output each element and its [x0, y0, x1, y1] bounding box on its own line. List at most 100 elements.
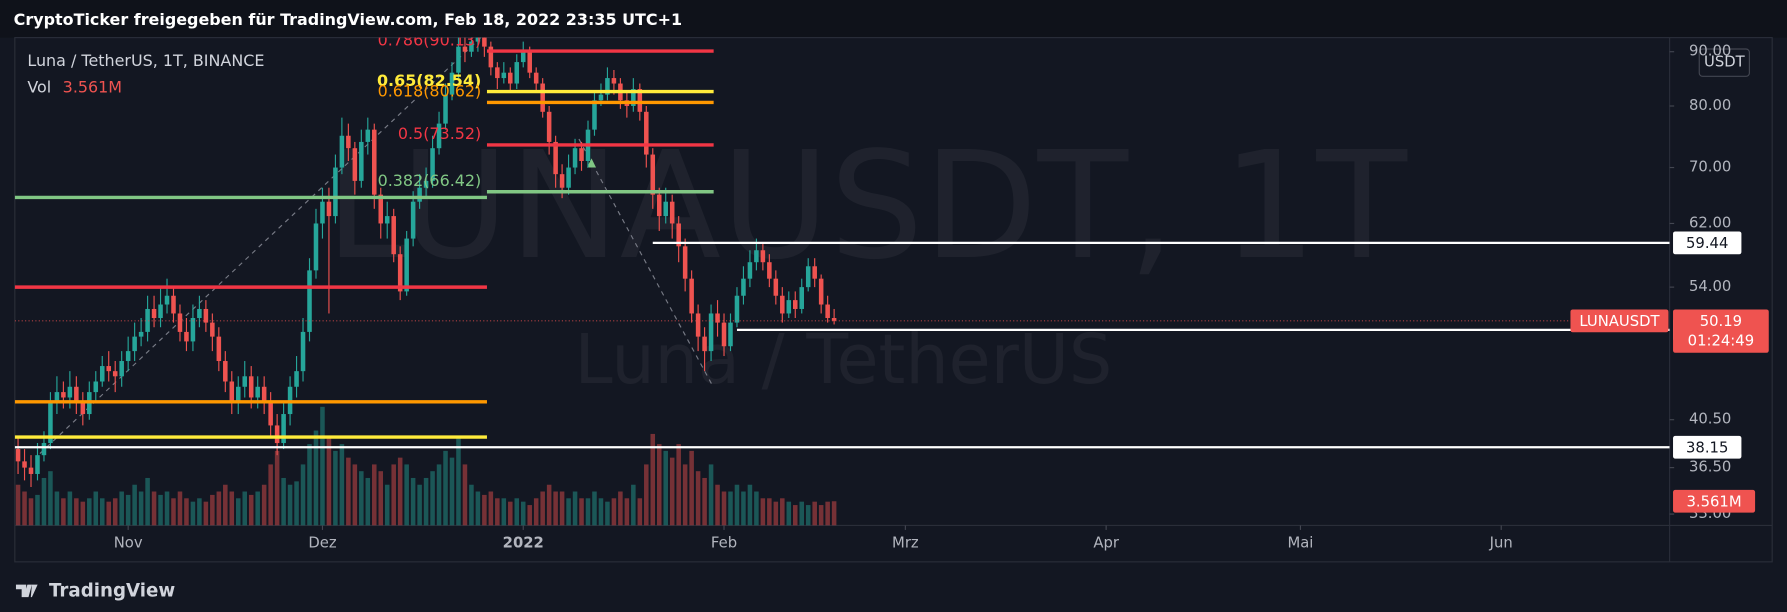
volume-bar: [462, 464, 468, 526]
volume-bar: [281, 477, 286, 526]
candle-body: [339, 135, 345, 168]
header-bar: [0, 0, 1787, 38]
candle-body: [812, 266, 817, 279]
volume-bar: [456, 437, 461, 526]
volume-bar: [702, 477, 707, 526]
volume-bar: [546, 484, 552, 526]
marker: [586, 158, 597, 168]
price-tag-label: 38.15: [1686, 439, 1728, 456]
legend-vol-value: 3.561M: [63, 77, 122, 96]
candle-body: [235, 386, 241, 403]
volume-bar: [210, 494, 215, 526]
candle-body: [242, 376, 248, 387]
candle-body: [138, 331, 144, 337]
footer-logo: [15, 584, 38, 598]
volume-bar: [197, 498, 202, 526]
candle-body: [28, 467, 34, 474]
symbol-tag-label: LUNAUSDT: [1579, 313, 1660, 330]
candle-body: [669, 201, 675, 224]
volume-bar: [631, 484, 636, 526]
volume-bar: [767, 498, 772, 526]
volume-bar: [74, 498, 79, 526]
volume-bar: [786, 501, 792, 526]
candle-body: [229, 381, 235, 403]
currency-label: USDT: [1704, 54, 1746, 71]
candle-body: [320, 201, 325, 224]
candle-body: [268, 402, 273, 426]
x-tick-label: Mai: [1287, 535, 1313, 552]
volume-bar: [708, 464, 714, 526]
symbol-tag: [1570, 309, 1669, 333]
volume-bar: [410, 477, 416, 526]
candle-body: [780, 295, 785, 314]
candle-body: [533, 72, 539, 84]
volume-bar: [721, 491, 727, 526]
y-tick-label: 90.00: [1689, 43, 1731, 60]
volume-bar: [611, 498, 617, 526]
candle-body: [598, 94, 604, 101]
candle-body: [384, 216, 390, 224]
volume-bar: [663, 450, 668, 526]
volume-bar: [99, 498, 105, 526]
candle-body: [734, 295, 740, 323]
volume-bar: [372, 464, 377, 526]
candle-body: [300, 331, 306, 372]
candle-body: [767, 262, 772, 279]
currency-button[interactable]: [1698, 48, 1750, 77]
candle-body: [579, 148, 584, 162]
candle-body: [462, 46, 468, 52]
volume-bar: [805, 505, 811, 526]
watermark-sub: Luna / TetherUS: [574, 321, 1112, 400]
candle-body: [112, 371, 118, 377]
candle-body: [650, 154, 656, 195]
candle-body: [527, 51, 532, 73]
candle-body: [546, 111, 552, 142]
x-tick-label: 2022: [503, 535, 544, 552]
y-tick-label: 70.00: [1689, 159, 1731, 176]
volume-bar: [384, 484, 390, 526]
candle-body: [605, 78, 610, 95]
candle-body: [663, 201, 668, 217]
candle-body: [281, 414, 286, 444]
candle-body: [475, 37, 481, 42]
current-price-tag: [1673, 309, 1769, 353]
candle-body: [326, 201, 332, 217]
candle-body: [145, 308, 150, 332]
volume-bar: [598, 498, 604, 526]
candle-body: [48, 402, 53, 444]
y-tick-label: 54.00: [1689, 278, 1731, 295]
volume-bar: [41, 477, 47, 526]
candle-body: [488, 46, 494, 68]
candle-body: [410, 201, 416, 239]
candle-body: [644, 111, 649, 155]
candle-body: [294, 371, 299, 387]
volume-bar: [255, 491, 260, 526]
volume-bar: [579, 498, 584, 526]
volume-bar: [203, 501, 209, 526]
candle-body: [248, 376, 254, 398]
fib-label: 0.5(73.52): [398, 124, 481, 143]
candle-body: [378, 194, 384, 224]
volume-bar: [592, 491, 597, 526]
candle-body: [54, 392, 60, 403]
volume-bar: [812, 501, 817, 526]
volume-bar: [728, 491, 733, 526]
volume-bar: [119, 491, 124, 526]
candle-body: [482, 37, 487, 47]
candle-body: [74, 386, 79, 403]
candle-body: [125, 351, 131, 362]
volume-bar: [605, 501, 610, 526]
volume-bar: [520, 501, 526, 526]
candle-body: [151, 308, 157, 319]
candle-body: [417, 187, 422, 202]
candle-body: [359, 141, 364, 181]
candle-body: [313, 223, 319, 271]
volume-bar: [514, 498, 520, 526]
candle-body: [372, 129, 377, 195]
volume-bar: [339, 444, 345, 526]
volume-bar: [501, 498, 507, 526]
volume-bar: [171, 498, 176, 526]
candle-body: [80, 402, 86, 415]
volume-bar: [443, 450, 448, 526]
